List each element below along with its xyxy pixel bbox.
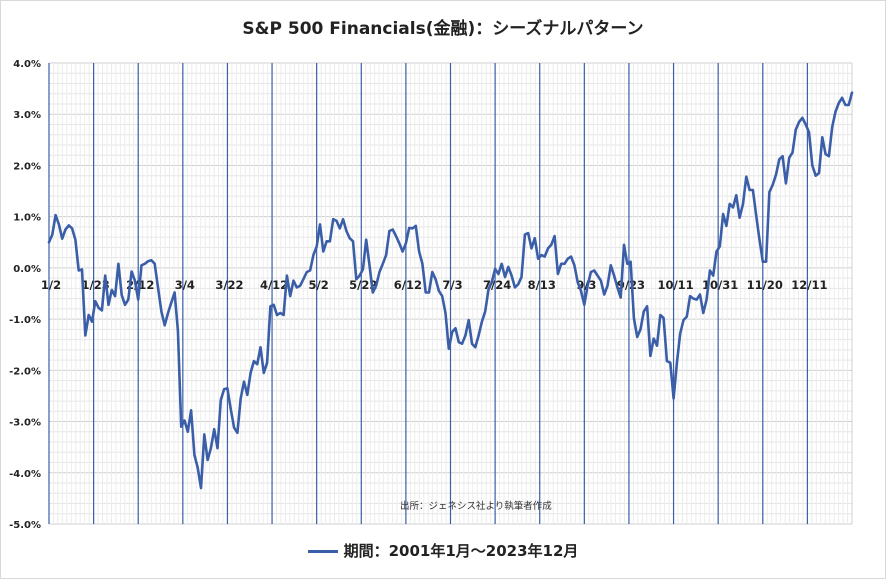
x-tick-label: 4/12 [260,278,288,292]
x-tick-label: 3/22 [215,278,243,292]
x-tick-label: 1/2 [41,278,61,292]
y-tick-label: 4.0% [13,59,41,70]
y-tick-label: -5.0% [9,520,41,531]
x-tick-label: 7/3 [442,278,462,292]
y-tick-label: -2.0% [9,366,41,377]
x-tick-label: 8/13 [528,278,556,292]
y-tick-label: -1.0% [9,315,41,326]
chart-title: S&P 500 Financials(金融)：シーズナルパターン [242,19,644,39]
x-tick-label: 10/31 [702,278,738,292]
legend-label: 期間：2001年1月～2023年12月 [343,542,579,560]
x-tick-label: 1/23 [82,278,110,292]
y-tick-label: 3.0% [13,110,41,121]
x-tick-label: 12/11 [791,278,827,292]
source-note: 出所：ジェネシス社より執筆者作成 [400,501,552,512]
x-tick-label: 5/2 [309,278,329,292]
y-tick-label: -3.0% [9,418,41,429]
x-tick-label: 3/4 [175,278,195,292]
x-tick-label: 6/12 [394,278,422,292]
y-tick-label: -4.0% [9,469,41,480]
x-tick-label: 10/11 [657,278,693,292]
y-tick-label: 1.0% [13,213,41,224]
x-tick-label: 11/20 [747,278,783,292]
legend-line-swatch [307,550,338,553]
legend: 期間：2001年1月～2023年12月 [0,540,886,561]
y-tick-label: 2.0% [13,161,41,172]
y-tick-label: 0.0% [13,264,41,275]
series-line [47,91,854,490]
